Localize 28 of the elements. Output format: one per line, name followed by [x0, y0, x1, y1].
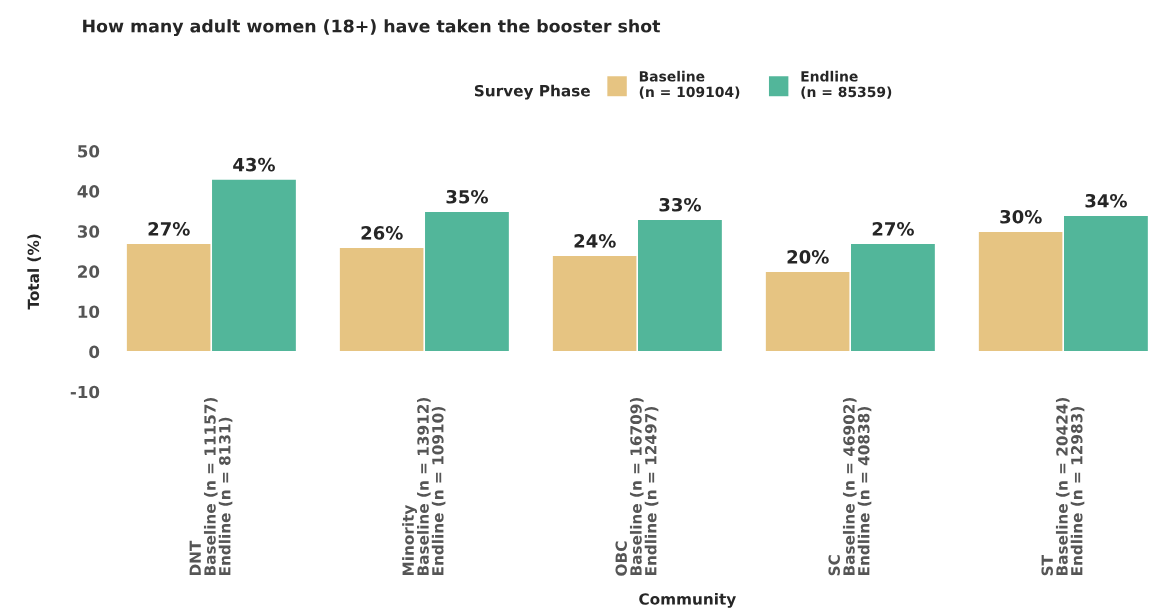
data-label: 20%: [787, 250, 829, 264]
data-label: 27%: [872, 221, 914, 236]
y-tick-label: -10: [70, 385, 100, 399]
data-label: 35%: [446, 189, 488, 204]
data-label: 26%: [361, 226, 403, 240]
data-label: 33%: [659, 197, 701, 212]
legend-label: Baseline (n = 109104): [639, 70, 740, 99]
x-tick-label: ST Baseline (n = 20424) Endline (n = 12983): [1041, 397, 1085, 576]
data-label: 27%: [148, 221, 190, 236]
data-label: 34%: [1085, 193, 1127, 208]
x-tick-label: Minority Baseline (n = 13912) Endline (n = 10910): [402, 397, 446, 576]
chart-title: How many adult women (18+) have taken the booster shot: [83, 19, 661, 37]
y-tick-label: 50: [78, 145, 100, 158]
y-tick-label: 20: [78, 265, 100, 278]
x-tick-label: SC Baseline (n = 46902) Endline (n = 40838): [828, 397, 872, 576]
x-axis-title: Community: [639, 592, 736, 608]
y-axis-title: Total (%): [27, 234, 41, 310]
data-label: 30%: [1000, 209, 1042, 224]
y-tick-label: 10: [78, 305, 100, 319]
data-label: 24%: [574, 234, 616, 248]
legend-label: Endline (n = 85359): [801, 70, 892, 99]
y-tick-label: 40: [77, 185, 100, 198]
y-tick-label: 0: [89, 345, 100, 359]
legend-title: Survey Phase: [474, 84, 590, 100]
x-tick-label: DNT Baseline (n = 11157) Endline (n = 8131): [189, 397, 233, 576]
x-tick-label: OBC Baseline (n = 16709) Endline (n = 12497): [615, 397, 659, 576]
y-tick-label: 30: [77, 225, 100, 238]
data-label: 43%: [233, 157, 275, 172]
